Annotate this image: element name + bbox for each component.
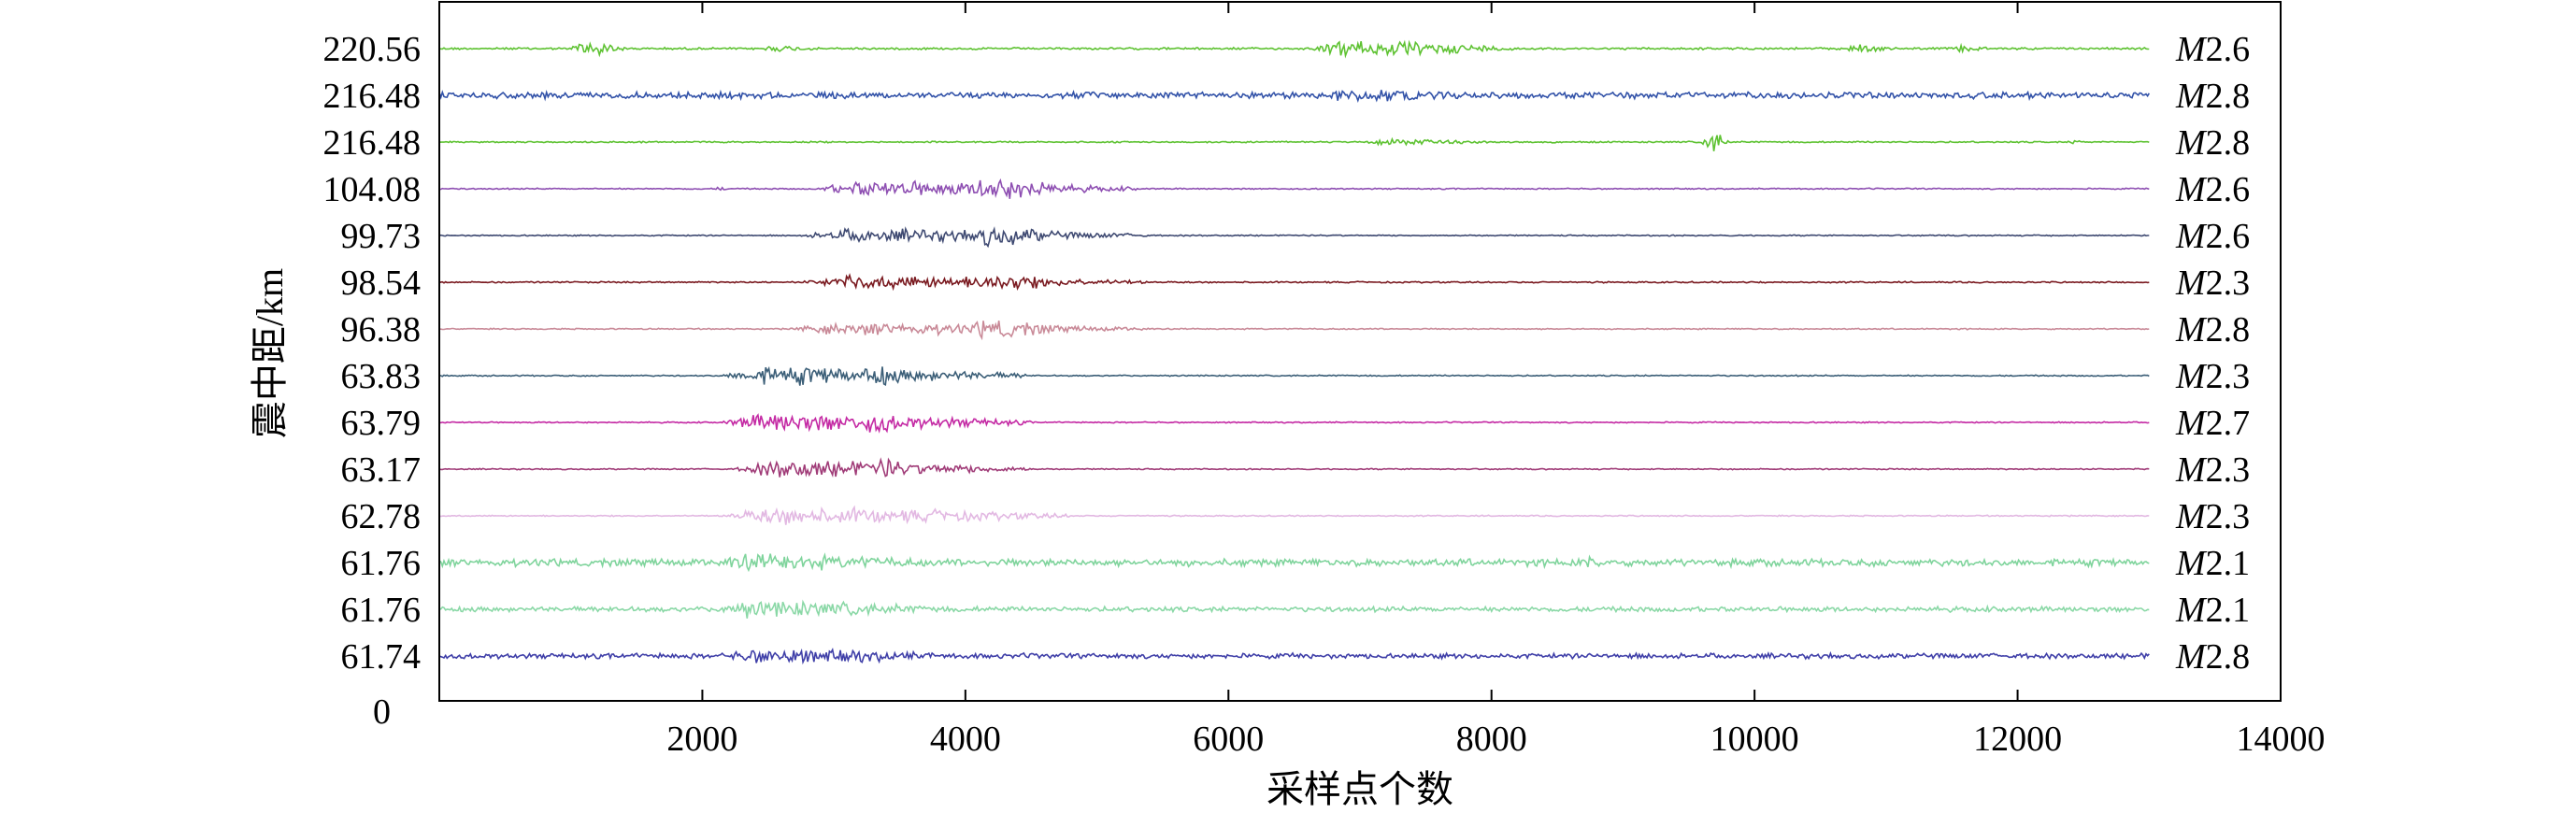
magnitude-prefix: M — [2175, 544, 2208, 583]
magnitude-prefix: M — [2175, 404, 2208, 443]
magnitude-value: 2.6 — [2206, 30, 2251, 69]
magnitude-prefix: M — [2175, 357, 2208, 396]
y-label-group: 220.56 216.48 216.48 104.08 99.73 98.54 96.38 6… — [323, 30, 422, 677]
magnitude-prefix: M — [2175, 591, 2208, 630]
x-tick-label: 12000 — [1973, 720, 2062, 759]
y-distance-label: 216.48 — [323, 77, 422, 116]
y-distance-label: 220.56 — [323, 30, 422, 69]
y-distance-label: 99.73 — [341, 217, 422, 256]
y-distance-label: 61.74 — [341, 637, 422, 677]
magnitude-label: M2.8 — [2175, 123, 2250, 163]
x-tick-label: 14000 — [2237, 720, 2326, 759]
magnitude-value: 2.1 — [2206, 591, 2251, 630]
magnitude-prefix: M — [2175, 30, 2208, 69]
trace-line — [438, 413, 2150, 434]
magnitude-value: 2.3 — [2206, 264, 2251, 303]
trace-line — [438, 273, 2150, 292]
trace-line — [438, 457, 2150, 478]
y-distance-label: 61.76 — [341, 544, 422, 583]
trace-line — [438, 365, 2150, 387]
magnitude-prefix: M — [2175, 497, 2208, 536]
y-distance-label: 96.38 — [341, 310, 422, 349]
trace-line — [438, 505, 2150, 525]
magnitude-label: M2.6 — [2175, 217, 2250, 256]
y-distance-label: 63.17 — [341, 450, 422, 490]
magnitude-prefix: M — [2175, 264, 2208, 303]
x-tick-label: 10000 — [1710, 720, 1799, 759]
y-distance-label: 63.83 — [341, 357, 422, 396]
magnitude-prefix: M — [2175, 637, 2208, 677]
x-tick-label: 4000 — [930, 720, 1001, 759]
magnitude-value: 2.8 — [2206, 310, 2251, 349]
magnitude-prefix: M — [2175, 170, 2208, 209]
plot-frame — [438, 1, 2282, 702]
magnitude-label: M2.3 — [2175, 357, 2250, 396]
y-distance-label: 104.08 — [323, 170, 422, 209]
y-distance-label: 216.48 — [323, 123, 422, 163]
magnitude-label-group: M2.6M2.8M2.8M2.6M2.6M2.3M2.8M2.3M2.7M2.3… — [2175, 30, 2250, 677]
magnitude-value: 2.8 — [2206, 637, 2251, 677]
trace-line — [438, 552, 2150, 573]
trace-line — [438, 178, 2150, 199]
magnitude-value: 2.8 — [2206, 77, 2251, 116]
magnitude-value: 2.6 — [2206, 170, 2251, 209]
trace-line — [438, 226, 2150, 249]
magnitude-value: 2.3 — [2206, 497, 2251, 536]
magnitude-label: M2.8 — [2175, 77, 2250, 116]
y-distance-label: 63.79 — [341, 404, 422, 443]
trace-line — [438, 39, 2150, 59]
magnitude-prefix: M — [2175, 310, 2208, 349]
magnitude-label: M2.6 — [2175, 30, 2250, 69]
magnitude-value: 2.3 — [2206, 450, 2251, 490]
magnitude-label: M2.3 — [2175, 264, 2250, 303]
magnitude-value: 2.8 — [2206, 123, 2251, 163]
y-distance-label: 98.54 — [341, 264, 422, 303]
trace-line — [438, 89, 2150, 104]
magnitude-prefix: M — [2175, 450, 2208, 490]
y-distance-label: 61.76 — [341, 591, 422, 630]
magnitude-label: M2.7 — [2175, 404, 2250, 443]
y-tick-label-zero: 0 — [373, 692, 391, 732]
trace-line — [438, 648, 2150, 665]
x-axis-label: 采样点个数 — [1267, 768, 1453, 810]
magnitude-value: 2.7 — [2206, 404, 2251, 443]
magnitude-label: M2.3 — [2175, 450, 2250, 490]
x-tick-group: 2000 4000 6000 8000 10000 12000 14000 — [666, 2, 2326, 759]
magnitude-value: 2.1 — [2206, 544, 2251, 583]
x-tick-label: 2000 — [666, 720, 737, 759]
magnitude-value: 2.6 — [2206, 217, 2251, 256]
magnitude-prefix: M — [2175, 123, 2208, 163]
magnitude-prefix: M — [2175, 217, 2208, 256]
magnitude-label: M2.8 — [2175, 637, 2250, 677]
magnitude-prefix: M — [2175, 77, 2208, 116]
x-tick-label: 8000 — [1456, 720, 1527, 759]
y-axis-label: 震中距/km — [249, 268, 291, 438]
magnitude-label: M2.8 — [2175, 310, 2250, 349]
trace-group — [438, 39, 2150, 665]
magnitude-label: M2.3 — [2175, 497, 2250, 536]
trace-line — [438, 599, 2150, 619]
trace-line — [438, 135, 2150, 151]
y-distance-label: 62.78 — [341, 497, 422, 536]
magnitude-label: M2.1 — [2175, 591, 2250, 630]
magnitude-value: 2.3 — [2206, 357, 2251, 396]
x-tick-label: 6000 — [1193, 720, 1264, 759]
magnitude-label: M2.1 — [2175, 544, 2250, 583]
trace-line — [438, 321, 2150, 341]
magnitude-label: M2.6 — [2175, 170, 2250, 209]
